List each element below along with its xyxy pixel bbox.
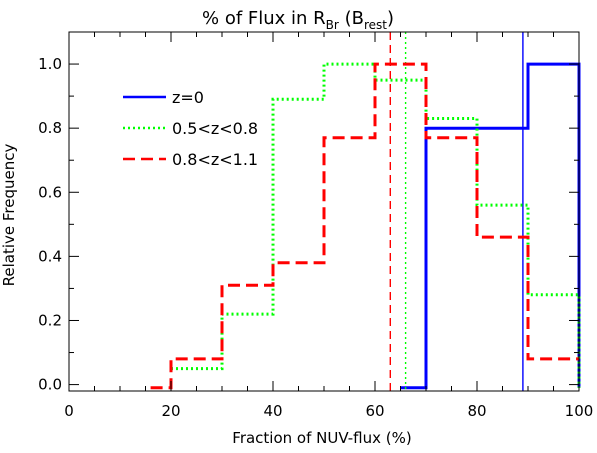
series-layer <box>150 32 581 391</box>
x-tick-label: 0 <box>64 402 74 420</box>
legend-label-0: z=0 <box>172 88 204 107</box>
y-tick-label: 1.0 <box>38 55 62 73</box>
y-tick-label: 0.6 <box>38 183 62 201</box>
series-line-1 <box>171 62 581 388</box>
title-subscript: Br <box>326 18 339 32</box>
y-axis-label: Relative Frequency <box>0 144 18 287</box>
x-tick-label: 60 <box>365 402 384 420</box>
y-tick-label: 0.2 <box>38 311 62 329</box>
x-tick-label: 20 <box>161 402 180 420</box>
legend: z=0 0.5<z<0.8 0.8<z<1.1 <box>123 88 258 169</box>
x-tick-label: 80 <box>467 402 486 420</box>
y-tick-label: 0.8 <box>38 119 62 137</box>
title-paren-subscript: rest <box>364 18 387 32</box>
x-tick-label: 100 <box>565 402 594 420</box>
series-line-0 <box>400 62 581 390</box>
x-tick-label: 40 <box>263 402 282 420</box>
series-line-2 <box>150 62 579 390</box>
title-paren-close: ) <box>387 8 394 29</box>
legend-label-1: 0.5<z<0.8 <box>172 119 258 138</box>
x-axis-label: Fraction of NUV-flux (%) <box>232 429 411 447</box>
legend-label-2: 0.8<z<1.1 <box>172 150 258 169</box>
title-main: % of Flux in R <box>202 8 326 29</box>
y-tick-label: 0.4 <box>38 247 62 265</box>
axes-layer: 0 20 40 60 80 100 0.0 0.2 0.4 0.6 0.8 1.0 <box>38 31 594 420</box>
y-tick-label: 0.0 <box>38 376 62 394</box>
chart-title: % of Flux in RBr (Brest) <box>202 8 394 32</box>
title-paren-open: (B <box>339 8 364 29</box>
